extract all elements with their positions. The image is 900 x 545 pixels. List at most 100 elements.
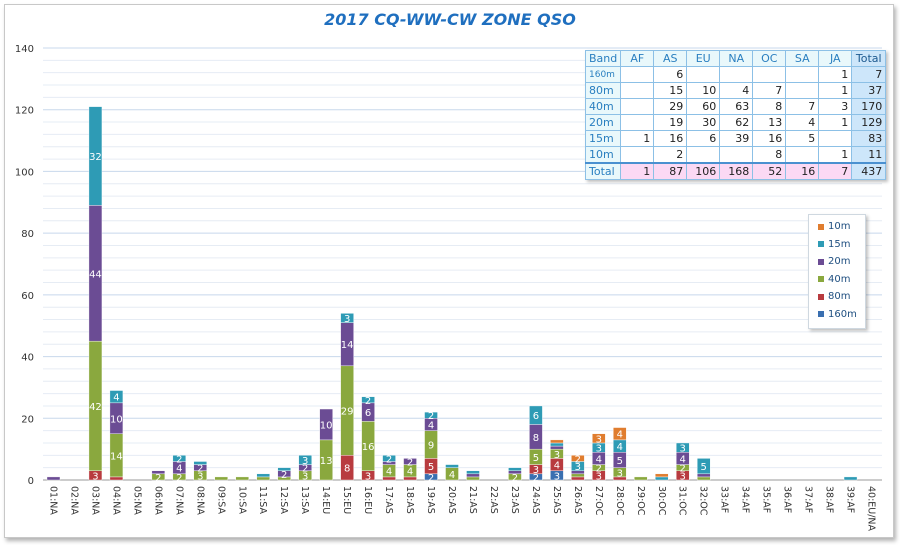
data-label: 4 — [617, 430, 623, 441]
table-cell: Total — [851, 50, 887, 67]
data-label: 6 — [365, 408, 371, 419]
table-cell — [620, 66, 655, 83]
data-label: 3 — [617, 468, 623, 479]
bar-segment-80m — [571, 476, 585, 481]
x-tick-label: 11:SA — [257, 486, 268, 514]
data-label: 3 — [596, 471, 602, 482]
legend-item-15m: 15m — [809, 236, 865, 254]
bar-segment-80m — [109, 476, 124, 481]
x-tick-label: 16:EU — [362, 486, 373, 514]
data-label: 3 — [575, 462, 581, 473]
bar-segment-10m — [613, 427, 627, 441]
band-continent-table: Band AF AS EU NA OC SA JA Total 160m 6 1 7 80m 15 10 4 7 1… — [584, 50, 887, 180]
legend-item-160m: 160m — [809, 306, 865, 324]
data-label: 2 — [386, 454, 392, 465]
table-cell: 7 — [818, 162, 853, 180]
table-cell: 62 — [719, 114, 754, 131]
data-label: 3 — [554, 450, 560, 461]
legend-swatch — [818, 241, 824, 248]
data-label: 4 — [596, 454, 602, 465]
table-cell — [785, 82, 820, 99]
table-cell: 437 — [851, 162, 887, 180]
table-cell: 170 — [851, 98, 887, 115]
legend-swatch — [818, 311, 824, 318]
data-label: 8 — [533, 433, 539, 444]
bar-segment-15m — [88, 106, 103, 206]
table-cell: 10 — [686, 82, 721, 99]
x-tick-label: 02:NA — [68, 486, 79, 515]
data-label: 3 — [302, 471, 308, 482]
table-cell: 2 — [653, 146, 688, 164]
table-cell: 4 — [785, 114, 820, 131]
table-cell: 15 — [653, 82, 688, 99]
data-label: 3 — [302, 456, 308, 467]
table-cell: 16 — [752, 130, 787, 147]
x-tick-label: 09:SA — [215, 486, 226, 514]
table-cell: 13 — [752, 114, 787, 131]
x-tick-label: 34:AF — [740, 486, 751, 513]
legend-swatch — [818, 276, 824, 283]
bar-segment-15m — [424, 411, 438, 419]
legend-swatch — [818, 258, 824, 265]
bar-segment-40m — [214, 476, 228, 481]
bar-segment-40m — [466, 476, 480, 481]
table-cell: 8 — [752, 146, 787, 164]
x-tick-label: 38:AF — [824, 486, 835, 513]
data-label: 6 — [533, 411, 539, 422]
table-cell: Band — [584, 50, 622, 67]
x-tick-label: 10:SA — [236, 486, 247, 514]
data-label: 2 — [365, 396, 371, 407]
bar-segment-10m — [550, 439, 564, 444]
table-row: Total 1 87 106 168 52 16 7 437 — [584, 162, 887, 180]
bar-segment-15m — [193, 461, 208, 465]
bar-segment-15m — [655, 476, 669, 481]
table-cell: 39 — [719, 130, 754, 147]
x-tick-label: 12:SA — [278, 486, 289, 514]
table-cell: Total — [584, 162, 622, 180]
data-label: 2 — [176, 454, 182, 465]
bar-segment-10m — [571, 455, 585, 462]
table-cell: 106 — [686, 162, 721, 180]
bar-segment-15m — [550, 442, 564, 447]
data-label: 2 — [407, 457, 413, 468]
legend-label: 80m — [828, 291, 851, 303]
y-tick-label: 80 — [21, 229, 34, 240]
table-cell: 6 — [686, 130, 721, 147]
data-label: 2 — [428, 411, 434, 422]
table-cell: 16 — [785, 162, 820, 180]
bar-segment-20m — [403, 458, 417, 465]
x-tick-label: 32:OC — [698, 486, 709, 516]
table-cell: 7 — [752, 82, 787, 99]
bar-segment-15m — [172, 455, 187, 462]
data-label: 14 — [341, 340, 354, 351]
bar-segment-20m — [550, 445, 564, 450]
data-label: 3 — [365, 471, 371, 482]
data-label: 3 — [680, 444, 686, 455]
table-cell — [620, 82, 655, 99]
data-label: 5 — [617, 456, 623, 467]
table-cell: 8 — [752, 98, 787, 115]
x-tick-label: 05:NA — [131, 486, 142, 515]
bar-segment-15m — [298, 455, 312, 465]
legend-item-20m: 20m — [809, 253, 865, 271]
table-row: 15m 1 16 6 39 16 5 83 — [584, 130, 887, 147]
table-cell: 129 — [851, 114, 887, 131]
bar-segment-15m — [340, 313, 354, 323]
x-tick-label: 01:NA — [47, 486, 58, 515]
x-tick-label: 37:AF — [803, 486, 814, 513]
table-cell: 40m — [584, 98, 622, 115]
data-label: 5 — [428, 462, 434, 473]
table-row: 40m 29 60 63 8 7 3 170 — [584, 98, 887, 115]
chart-title: 2017 CQ-WW-CW ZONE QSO — [324, 10, 576, 29]
table-cell — [620, 98, 655, 115]
bar-segment-20m — [697, 473, 711, 478]
table-cell — [785, 146, 820, 164]
x-tick-label: 30:OC — [656, 486, 667, 516]
data-label: 3 — [596, 434, 602, 445]
x-tick-label: 03:NA — [89, 486, 100, 515]
bar-segment-15m — [697, 458, 711, 475]
data-label: 5 — [701, 462, 707, 473]
data-label: 2 — [428, 473, 434, 484]
table-cell: 1 — [620, 130, 655, 147]
x-tick-label: 22:AS — [488, 486, 499, 514]
